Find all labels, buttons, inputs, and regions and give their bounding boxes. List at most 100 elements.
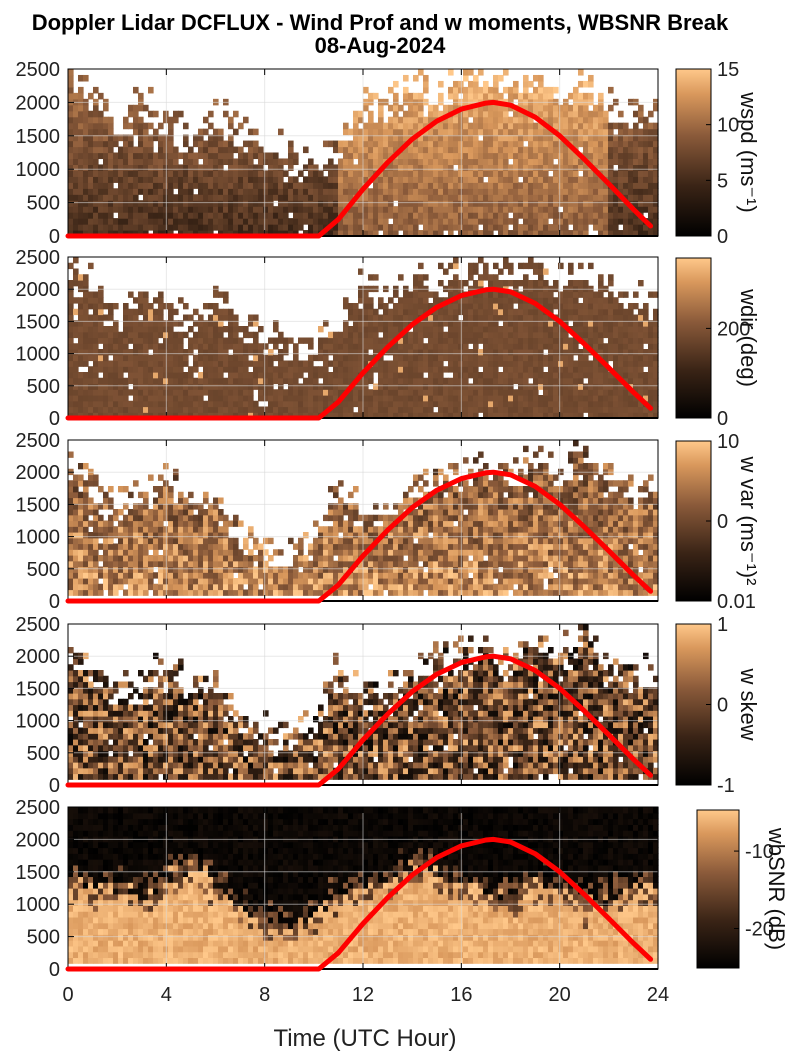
heatmap-cell bbox=[323, 349, 329, 356]
heatmap-cell bbox=[148, 308, 154, 316]
heatmap-cell bbox=[393, 389, 399, 396]
heatmap-cell bbox=[523, 170, 529, 177]
heatmap-cell bbox=[153, 188, 159, 195]
heatmap-cell bbox=[378, 152, 384, 160]
heatmap-cell bbox=[603, 200, 609, 207]
heatmap-cell bbox=[553, 280, 559, 287]
heatmap-cell bbox=[198, 188, 204, 195]
heatmap-cell bbox=[613, 206, 619, 213]
heatmap-cell bbox=[138, 224, 144, 231]
heatmap-cell bbox=[628, 170, 634, 177]
heatmap-cell bbox=[463, 170, 469, 177]
heatmap-cell bbox=[248, 206, 254, 213]
heatmap-cell bbox=[308, 389, 314, 396]
heatmap-cell bbox=[528, 146, 534, 154]
heatmap-cell bbox=[373, 218, 379, 225]
heatmap-cell bbox=[253, 366, 259, 373]
heatmap-cell bbox=[333, 395, 339, 402]
heatmap-cell bbox=[113, 389, 119, 396]
heatmap-cell bbox=[513, 80, 519, 88]
heatmap-cell bbox=[353, 303, 359, 310]
heatmap-cell bbox=[598, 212, 604, 219]
heatmap-cell bbox=[578, 349, 584, 356]
heatmap-cell bbox=[83, 297, 89, 304]
heatmap-cell bbox=[588, 412, 594, 419]
heatmap-cell bbox=[163, 377, 169, 385]
heatmap-cell bbox=[448, 395, 454, 402]
heatmap-cell bbox=[618, 176, 624, 183]
heatmap-cell bbox=[113, 532, 119, 539]
heatmap-cell bbox=[488, 412, 494, 419]
heatmap-cell bbox=[193, 206, 199, 213]
heatmap-cell bbox=[593, 206, 599, 213]
heatmap-cell bbox=[198, 206, 204, 213]
heatmap-cell bbox=[493, 146, 499, 154]
heatmap-cell bbox=[473, 354, 479, 362]
heatmap-cell bbox=[598, 122, 604, 130]
heatmap-cell bbox=[143, 104, 149, 112]
heatmap-cell bbox=[148, 152, 154, 160]
heatmap-cell bbox=[453, 331, 459, 339]
heatmap-cell bbox=[268, 224, 274, 231]
heatmap-cell bbox=[568, 230, 574, 237]
heatmap-cell bbox=[533, 406, 539, 413]
heatmap-cell bbox=[388, 400, 394, 408]
heatmap-cell bbox=[623, 230, 629, 237]
heatmap-cell bbox=[488, 92, 494, 100]
heatmap-cell bbox=[363, 349, 369, 356]
heatmap-cell bbox=[323, 389, 329, 396]
heatmap-cell bbox=[383, 176, 389, 183]
heatmap-cell bbox=[628, 158, 634, 166]
heatmap-cell bbox=[218, 326, 224, 333]
heatmap-cell bbox=[528, 182, 534, 189]
heatmap-cell bbox=[648, 230, 654, 237]
heatmap-cell bbox=[483, 349, 489, 356]
heatmap-cell bbox=[453, 152, 459, 160]
heatmap-cell bbox=[98, 486, 104, 493]
heatmap-cell bbox=[208, 366, 214, 373]
heatmap-cell bbox=[483, 354, 489, 362]
heatmap-cell bbox=[373, 140, 379, 148]
heatmap-cell bbox=[648, 326, 654, 333]
heatmap-cell bbox=[653, 383, 659, 390]
heatmap-cell bbox=[158, 406, 164, 413]
heatmap-cell bbox=[308, 412, 314, 419]
heatmap-cell bbox=[413, 412, 419, 419]
heatmap-cell bbox=[453, 134, 459, 142]
heatmap-cell bbox=[368, 331, 374, 339]
heatmap-cell bbox=[643, 224, 649, 231]
heatmap-cell bbox=[228, 122, 234, 130]
heatmap-cell bbox=[203, 400, 209, 408]
heatmap-cell bbox=[433, 291, 439, 298]
heatmap-cell bbox=[593, 158, 599, 166]
heatmap-cell bbox=[473, 134, 479, 142]
heatmap-cell bbox=[483, 274, 489, 281]
heatmap-cell bbox=[73, 182, 79, 189]
heatmap-cell bbox=[388, 176, 394, 183]
heatmap-cell bbox=[133, 128, 139, 136]
heatmap-cell bbox=[108, 526, 114, 533]
heatmap-cell bbox=[253, 320, 259, 327]
heatmap-cell bbox=[293, 182, 299, 189]
heatmap-cell bbox=[368, 134, 374, 142]
heatmap-cell bbox=[83, 354, 89, 362]
heatmap-cell bbox=[353, 206, 359, 213]
heatmap-cell bbox=[643, 303, 649, 310]
heatmap-cell bbox=[538, 331, 544, 339]
heatmap-cell bbox=[418, 104, 424, 112]
heatmap-cell bbox=[93, 152, 99, 160]
heatmap-cell bbox=[548, 297, 554, 304]
heatmap-cell bbox=[278, 377, 284, 385]
heatmap-cell bbox=[218, 128, 224, 136]
heatmap-cell bbox=[148, 140, 154, 148]
heatmap-cell bbox=[408, 297, 414, 304]
heatmap-cell bbox=[233, 326, 239, 333]
heatmap-cell bbox=[243, 326, 249, 333]
heatmap-cell bbox=[403, 400, 409, 408]
heatmap-cell bbox=[278, 366, 284, 373]
heatmap-cell bbox=[183, 212, 189, 219]
heatmap-cell bbox=[548, 400, 554, 408]
heatmap-cell bbox=[633, 377, 639, 385]
heatmap-cell bbox=[83, 291, 89, 298]
heatmap-cell bbox=[553, 297, 559, 304]
